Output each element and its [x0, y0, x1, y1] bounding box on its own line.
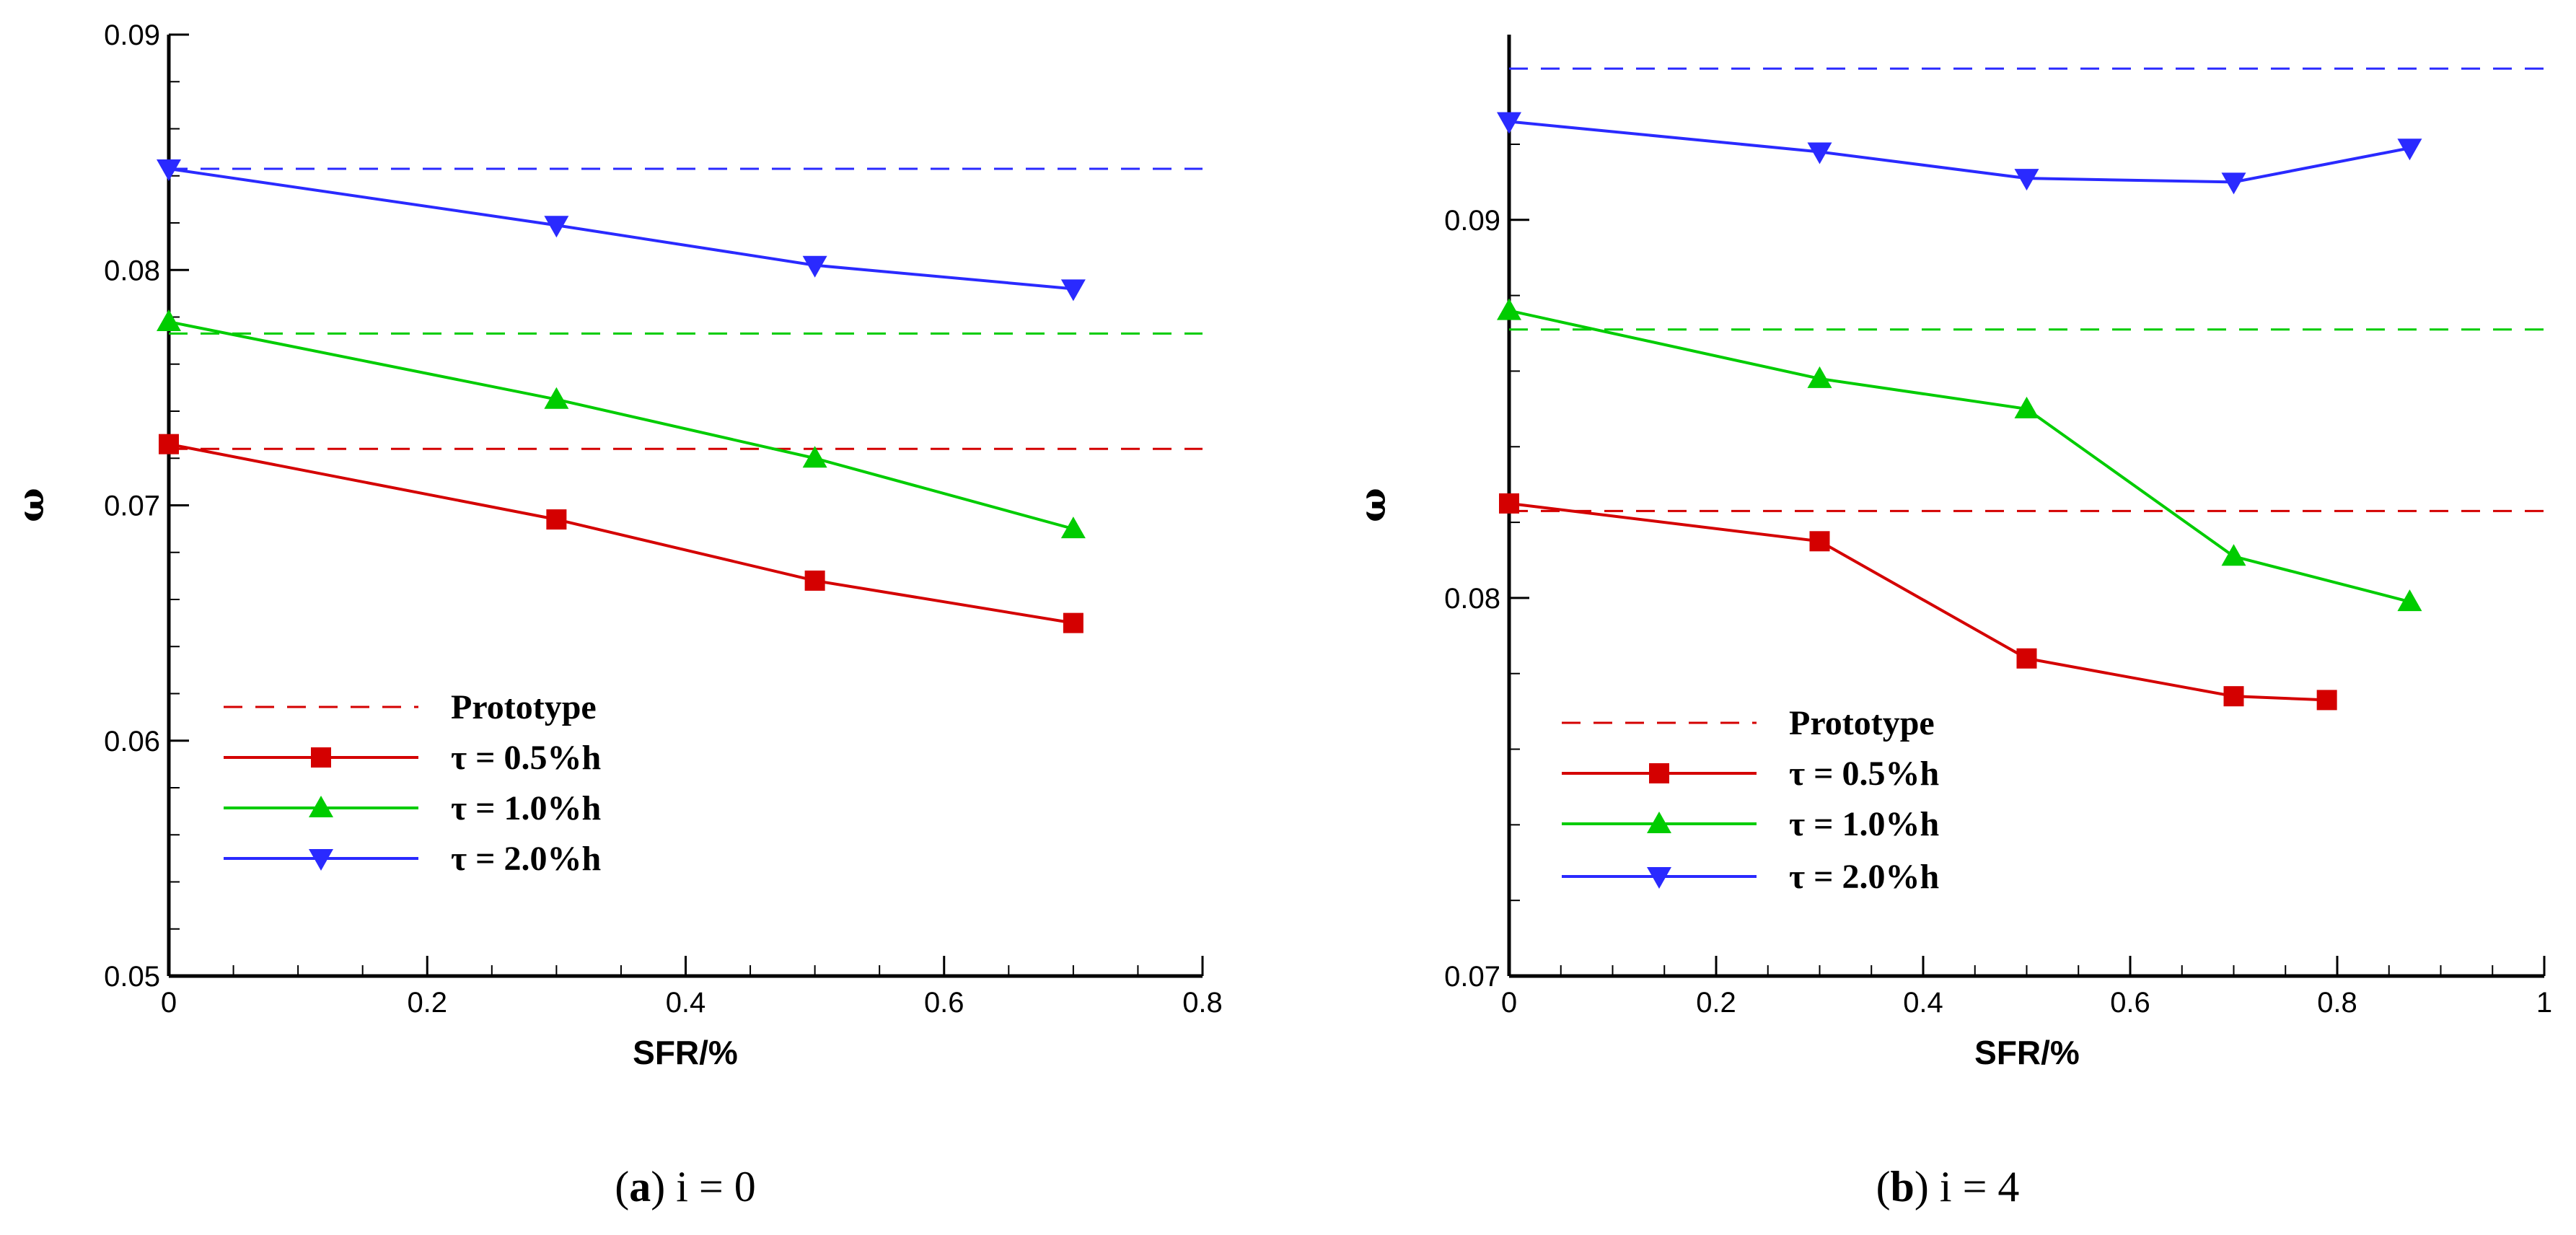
x-tick-label: 0 [1501, 987, 1517, 1019]
panel-caption: (a) i = 0 [615, 1163, 755, 1210]
x-tick-label: 0.4 [666, 987, 706, 1019]
data-point-red [1499, 493, 1519, 514]
legend-marker-blue [1647, 867, 1671, 889]
data-point-blue [1807, 142, 1832, 164]
y-tick-label: 0.07 [104, 491, 160, 522]
data-point-red [2016, 648, 2037, 669]
data-point-green [1060, 517, 1086, 539]
legend-marker-blue [309, 849, 333, 871]
x-axis-title: SFR/% [1974, 1034, 2080, 1071]
data-point-green [157, 309, 181, 332]
data-point-green [544, 387, 569, 409]
caption-text: i = 4 [1929, 1163, 2020, 1210]
data-point-red [159, 434, 179, 454]
y-tick-label: 0.08 [1444, 583, 1500, 615]
data-point-red [1809, 531, 1830, 552]
y-tick-label: 0.05 [104, 961, 160, 993]
data-point-blue [802, 255, 827, 278]
panel-b-chart: 0 0.2 0.4 0.6 0.8 1 0.07 0.08 0.09 SFR/% ω Prototyp… [1351, 35, 2552, 1210]
data-point-red [1063, 612, 1083, 633]
series-line-red [1508, 501, 2327, 702]
x-tick-label: 0.6 [924, 987, 964, 1019]
series-line-green [168, 320, 1074, 531]
x-tick-label: 1 [2536, 987, 2552, 1019]
data-point-green [802, 446, 827, 468]
legend-label-blue: τ = 2.0%h [1789, 858, 1939, 896]
legend-prototype-label: Prototype [451, 688, 597, 726]
data-point-blue [544, 216, 569, 238]
legend-marker-green [1647, 812, 1671, 833]
data-point-blue [2397, 139, 2422, 161]
data-point-blue [2014, 169, 2039, 191]
y-tick-label: 0.09 [1444, 205, 1500, 237]
legend-label-red: τ = 0.5%h [451, 739, 601, 777]
series-line-green [1508, 309, 2410, 604]
caption-letter: b [1891, 1163, 1915, 1210]
data-point-green [2397, 589, 2422, 612]
series-line-blue [1508, 120, 2410, 184]
x-tick-label: 0 [161, 987, 177, 1019]
data-point-red [546, 509, 567, 530]
data-point-green [1807, 366, 1832, 388]
legend: Prototype τ = 0.5%h τ = 1.0%h τ = 2.0%h [1562, 704, 1939, 896]
x-tick-label: 0.2 [407, 987, 447, 1019]
data-point-blue [157, 159, 181, 181]
legend-label-blue: τ = 2.0%h [451, 840, 601, 878]
x-tick-label: 0.8 [1182, 987, 1223, 1019]
y-axis-title: ω [1351, 488, 1394, 522]
x-tick-label: 0.8 [2317, 987, 2357, 1019]
legend: Prototype τ = 0.5%h τ = 1.0%h τ = 2.0%h [224, 688, 601, 878]
data-point-blue [1497, 112, 1521, 134]
legend-marker-red [311, 747, 331, 768]
y-tick-label: 0.06 [104, 726, 160, 757]
legend-label-green: τ = 1.0%h [1789, 805, 1939, 843]
x-tick-label: 0.6 [2110, 987, 2150, 1019]
panel-a-chart: 0 0.2 0.4 0.6 0.8 0.05 0.06 0.07 0.08 0.09 SFR/% ω P… [9, 19, 1223, 1210]
y-tick-label: 0.07 [1444, 961, 1500, 993]
data-point-green [2221, 544, 2246, 566]
panel-caption: (b) i = 4 [1876, 1163, 2020, 1210]
series-line-blue [168, 167, 1074, 291]
y-axis-title: ω [9, 488, 52, 522]
data-point-green [1497, 298, 1521, 320]
data-point-blue [2221, 172, 2246, 195]
legend-prototype-label: Prototype [1789, 704, 1935, 742]
series-line-red [168, 442, 1074, 625]
legend-label-green: τ = 1.0%h [451, 789, 601, 827]
caption-letter: a [629, 1163, 651, 1210]
caption-text: i = 0 [665, 1163, 756, 1210]
y-tick-label: 0.09 [104, 19, 160, 51]
data-point-green [2014, 396, 2039, 418]
data-point-red [804, 570, 825, 591]
x-axis-title: SFR/% [633, 1034, 738, 1071]
legend-marker-green [309, 796, 333, 817]
data-point-red [2316, 690, 2337, 711]
data-point-red [2223, 686, 2244, 707]
legend-label-red: τ = 0.5%h [1789, 755, 1939, 793]
y-tick-label: 0.08 [104, 255, 160, 286]
data-point-blue [1060, 279, 1086, 302]
x-tick-label: 0.4 [1903, 987, 1943, 1019]
legend-marker-red [1649, 763, 1669, 783]
x-tick-label: 0.2 [1696, 987, 1736, 1019]
